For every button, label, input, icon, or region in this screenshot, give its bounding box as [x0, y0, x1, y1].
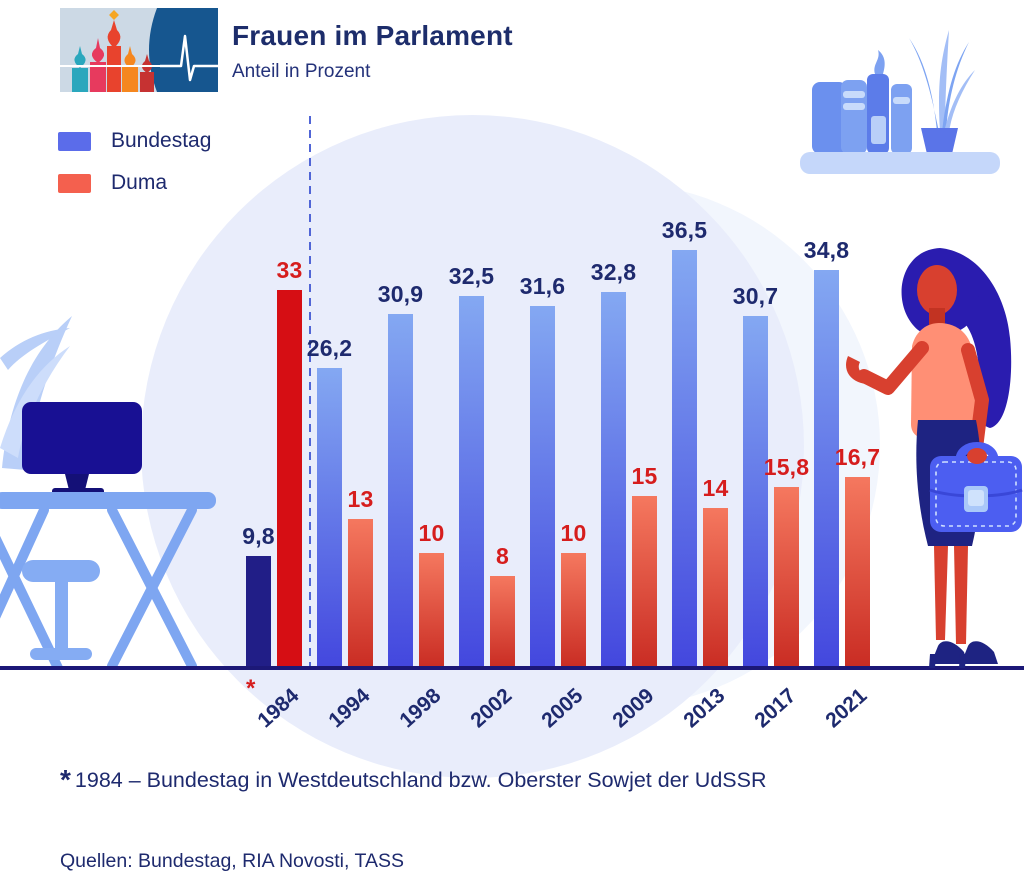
bundestag-bar — [814, 270, 839, 668]
year-label: 2002 — [466, 684, 517, 733]
duma-value-label: 14 — [702, 475, 729, 501]
legend-item-bundestag: Bundestag — [58, 126, 211, 156]
bundestag-value-label: 32,8 — [590, 259, 637, 285]
bundestag-bar — [743, 316, 768, 668]
bundestag-bar — [601, 292, 626, 668]
year-label: 1984 — [253, 684, 304, 733]
duma-value-label: 33 — [276, 257, 303, 283]
bundestag-value-label: 26,2 — [306, 335, 353, 361]
duma-bar — [561, 553, 586, 668]
year-label: 2021 — [821, 684, 872, 733]
bundestag-value-label: 34,8 — [803, 237, 850, 263]
year-label: 2005 — [537, 684, 588, 733]
duma-value-label: 16,7 — [834, 444, 881, 470]
bundestag-bar — [246, 556, 271, 668]
legend-item-duma: Duma — [58, 168, 211, 198]
page-subtitle: Anteil in Prozent — [232, 61, 371, 82]
legend-label-duma: Duma — [111, 171, 168, 194]
bundestag-bar — [388, 314, 413, 668]
duma-bar — [348, 519, 373, 668]
bundestag-bar — [672, 250, 697, 668]
duma-value-label: 10 — [418, 520, 445, 546]
duma-bar — [845, 477, 870, 668]
duma-value-label: 15 — [631, 463, 658, 489]
year-label: 2009 — [608, 684, 659, 733]
duma-bar — [277, 290, 302, 668]
duma-bar — [490, 576, 515, 668]
bundestag-bar — [459, 296, 484, 668]
bundestag-value-label: 32,5 — [448, 263, 495, 289]
duma-value-label: 13 — [347, 486, 374, 512]
title-block: Frauen im Parlament Anteil in Prozent — [232, 20, 513, 83]
bundestag-bar — [530, 306, 555, 668]
duma-value-label: 8 — [496, 543, 509, 569]
year-label: 1994 — [324, 684, 375, 733]
bookshelf-with-plant-icon — [800, 30, 1000, 174]
separator-dashed-line — [309, 116, 311, 668]
legend-swatch-duma — [58, 173, 91, 193]
bundestag-value-label: 30,7 — [732, 283, 779, 309]
bundestag-value-label: 31,6 — [519, 273, 566, 299]
page-title: Frauen im Parlament — [232, 20, 513, 51]
desk-with-monitor-and-stool-icon — [0, 316, 216, 670]
year-asterisk: * — [246, 675, 256, 702]
bundestag-value-label: 30,9 — [377, 281, 424, 307]
x-axis-line — [0, 666, 1024, 670]
year-label: 2017 — [750, 684, 801, 733]
bundestag-value-label: 9,8 — [242, 523, 275, 549]
duma-bar — [632, 496, 657, 668]
footnote: * 1984 – Bundestag in Westdeutschland bzw… — [60, 764, 767, 796]
legend-label-bundestag: Bundestag — [111, 129, 212, 152]
duma-bar — [419, 553, 444, 668]
legend-swatch-bundestag — [58, 131, 91, 151]
year-label: 2013 — [679, 684, 730, 733]
duma-value-label: 15,8 — [763, 454, 810, 480]
kremlin-cathedral-pulse-logo-icon — [60, 8, 218, 92]
duma-bar — [774, 487, 799, 668]
sources-text: Quellen: Bundestag, RIA Novosti, TASS — [60, 850, 404, 872]
duma-value-label: 10 — [560, 520, 587, 546]
footnote-asterisk: * — [60, 764, 71, 795]
chart-legend: Bundestag Duma — [58, 126, 211, 210]
bundestag-value-label: 36,5 — [661, 217, 708, 243]
businesswoman-with-briefcase-icon — [846, 248, 1023, 668]
duma-bar — [703, 508, 728, 668]
year-label: 1998 — [395, 684, 446, 733]
footnote-text: 1984 – Bundestag in Westdeutschland bzw.… — [74, 768, 767, 792]
bundestag-bar — [317, 368, 342, 668]
